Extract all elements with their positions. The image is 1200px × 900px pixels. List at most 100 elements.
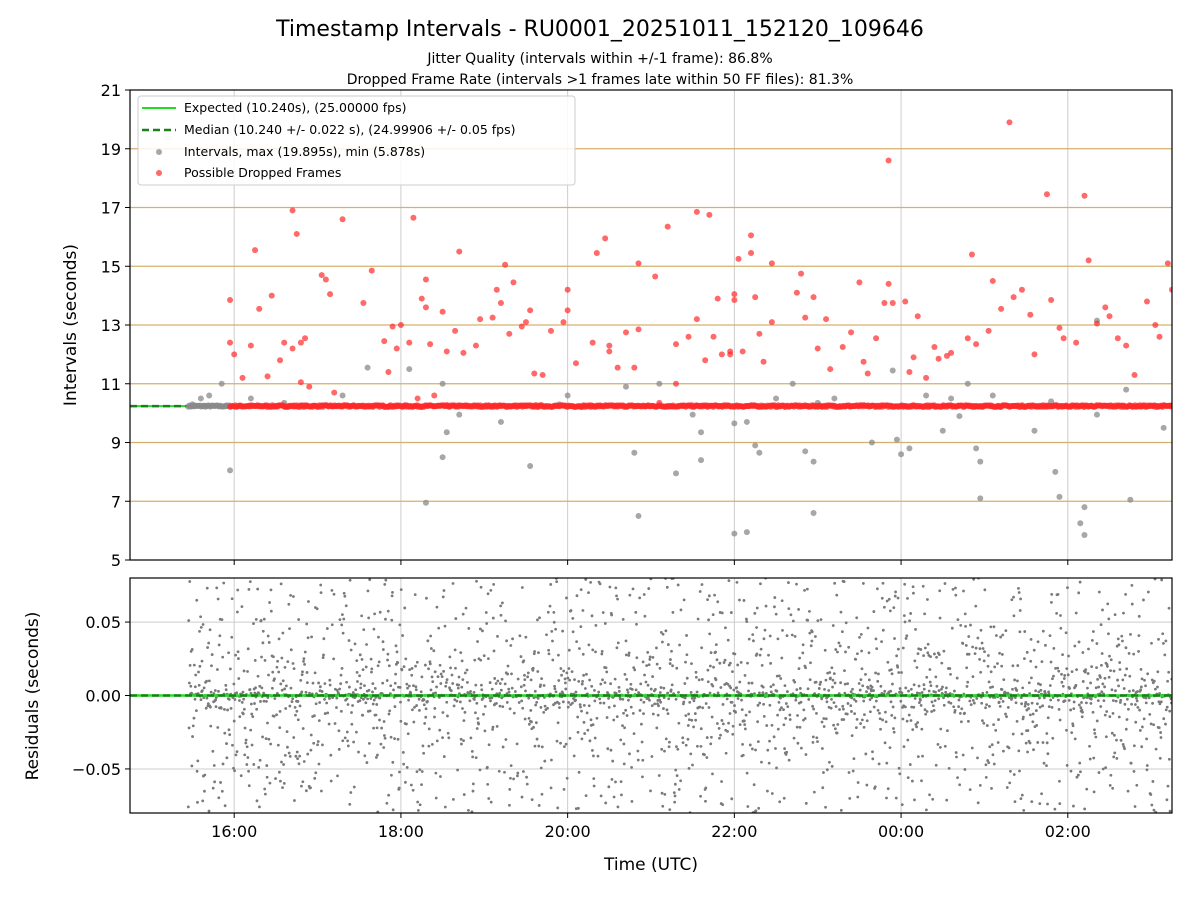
residual-point [814, 680, 818, 684]
residual-point [1060, 680, 1064, 684]
residual-point [636, 758, 640, 762]
dropped-frame-point [710, 333, 717, 340]
residual-point [231, 743, 234, 747]
residual-point [286, 745, 289, 749]
residual-point [1139, 688, 1143, 692]
residual-point [940, 661, 944, 665]
dropped-frame-point [452, 327, 459, 334]
residual-point [383, 736, 387, 740]
interval-point [1031, 427, 1038, 434]
residual-point [368, 709, 372, 713]
residual-point [769, 661, 772, 665]
residual-point [309, 748, 313, 752]
residual-point [738, 598, 741, 602]
residual-point [955, 755, 958, 759]
residual-point [273, 697, 277, 700]
interval-point [206, 392, 213, 399]
residual-point [619, 780, 623, 784]
residual-point [1042, 696, 1046, 700]
residual-point [284, 684, 288, 688]
residual-point [733, 652, 737, 656]
residual-point [892, 727, 895, 730]
residual-point [501, 745, 505, 749]
residual-point [975, 697, 979, 700]
dropped-frame-point [239, 374, 246, 381]
residual-point [1015, 689, 1019, 692]
residual-point [218, 634, 222, 638]
residual-point [520, 586, 524, 589]
residual-point [1096, 699, 1100, 703]
residual-point [1055, 611, 1059, 615]
residual-point [1145, 768, 1149, 772]
residual-point [1000, 664, 1004, 668]
residual-point [759, 582, 762, 586]
dropped-frame-point [652, 273, 659, 280]
residual-point [247, 587, 251, 591]
residual-point [751, 633, 755, 637]
residual-point [1104, 766, 1108, 770]
residual-point [682, 598, 686, 602]
residual-point [628, 593, 632, 597]
dropped-frame-point [702, 357, 709, 364]
residual-point [788, 718, 792, 721]
residual-point [478, 627, 482, 631]
residual-point [254, 617, 258, 621]
residual-point [933, 652, 936, 656]
residual-point [531, 666, 535, 670]
residual-point [760, 664, 764, 667]
dropped-frame-point [873, 335, 880, 342]
residual-point [356, 680, 359, 683]
residual-point [950, 626, 954, 630]
residual-point [222, 581, 226, 585]
residual-point [615, 646, 619, 650]
residual-point [913, 798, 916, 802]
residual-point [1017, 591, 1021, 594]
residual-point [358, 674, 361, 678]
residual-point [508, 803, 511, 807]
residual-point [1035, 702, 1039, 706]
residual-point [954, 586, 957, 590]
residual-point [318, 685, 322, 689]
residual-point [475, 727, 479, 730]
dropped-frame-point [385, 369, 392, 375]
residual-point [542, 684, 546, 687]
residual-point [1168, 709, 1172, 713]
interval-point [439, 454, 446, 461]
residual-point [461, 678, 465, 682]
residual-point [961, 642, 965, 645]
residual-point [381, 640, 385, 644]
residual-point [925, 675, 929, 679]
residual-point [862, 699, 866, 703]
residual-point [442, 669, 445, 673]
residual-point [871, 757, 875, 761]
residual-point [263, 787, 267, 791]
residual-point [686, 724, 690, 727]
residual-point [845, 712, 849, 716]
residual-point [221, 655, 225, 659]
residual-point [969, 703, 973, 707]
residual-point [510, 672, 513, 676]
residual-point [615, 715, 619, 719]
residual-point [804, 666, 807, 670]
residual-point [831, 685, 834, 689]
residual-point [304, 789, 308, 793]
dropped-frame-point [839, 344, 846, 351]
residual-point [563, 677, 567, 681]
residual-point [934, 675, 938, 679]
dropped-frame-point [968, 251, 975, 258]
residual-point [963, 768, 967, 771]
residual-point [798, 656, 802, 660]
residual-point [336, 774, 339, 778]
residual-point [216, 726, 220, 729]
residual-point [617, 689, 621, 693]
residual-point [383, 582, 387, 586]
residual-point [947, 766, 951, 770]
residual-point [954, 751, 958, 754]
residual-point [476, 640, 479, 643]
residual-point [754, 809, 758, 813]
residual-point [899, 699, 903, 703]
residual-point [708, 664, 712, 668]
residual-point [1101, 682, 1105, 686]
residual-point [250, 712, 254, 716]
residual-point [312, 741, 316, 745]
